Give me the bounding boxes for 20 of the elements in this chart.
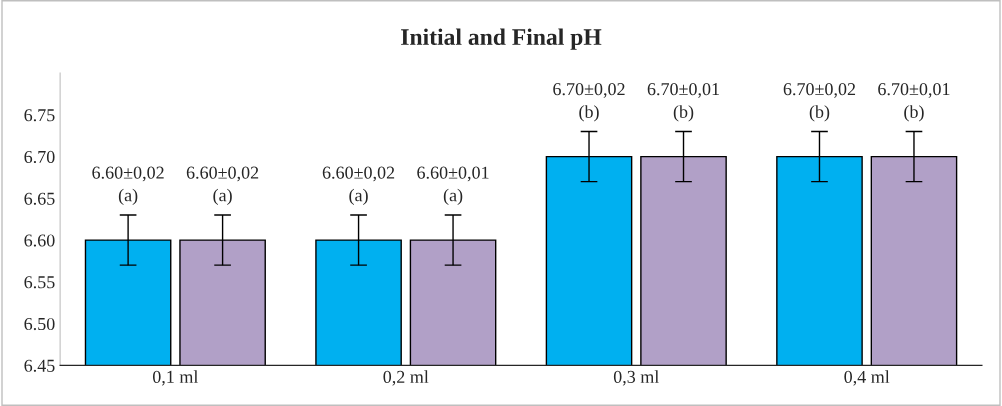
y-tick-label: 6.70: [24, 150, 55, 164]
x-tick-label: 0,2 ml: [383, 370, 429, 386]
data-label: 6.70±0,01 (b): [647, 83, 719, 122]
y-tick-label: 6.60: [24, 234, 55, 247]
data-label: 6.70±0,02 (b): [783, 83, 856, 122]
data-label: 6.60±0,02 (a): [322, 166, 395, 206]
y-tick-label: 6.55: [24, 276, 55, 289]
data-label: 6.70±0,01 (b): [878, 83, 950, 122]
y-tick-label: 6.45: [24, 359, 55, 372]
chart-title: Initial and Final pH: [401, 28, 602, 50]
y-tick-label: 6.65: [24, 192, 55, 205]
y-tick-label: 6.50: [24, 317, 55, 331]
x-tick-label: 0,3 ml: [613, 370, 659, 386]
x-tick-label: 0,1 ml: [152, 370, 199, 386]
y-tick-label: 6.75: [24, 109, 55, 122]
data-label: 6.60±0,02 (a): [92, 166, 164, 206]
data-label: 6.60±0,02 (a): [186, 166, 259, 206]
data-label: 6.60±0,01 (a): [417, 166, 489, 206]
x-tick-label: 0,4 ml: [844, 370, 890, 386]
data-label: 6.70±0,02 (b): [553, 83, 625, 122]
